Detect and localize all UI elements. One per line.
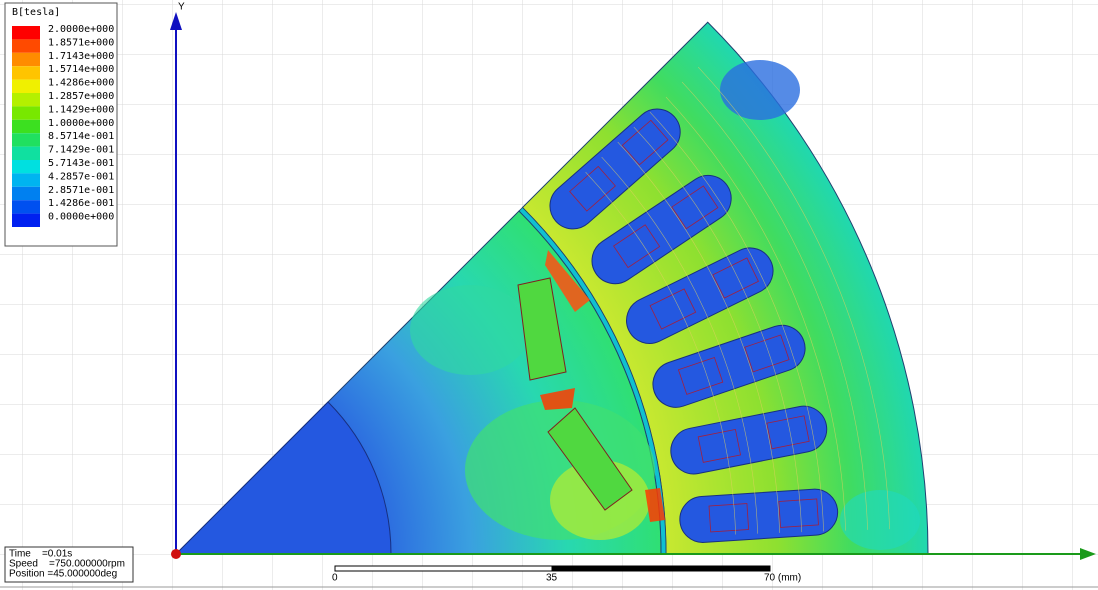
legend-label: 2.0000e+000: [48, 24, 114, 35]
legend-swatch: [12, 39, 40, 53]
legend-label: 0.0000e+000: [48, 212, 114, 223]
legend: B[tesla] 2.0000e+000 1.8571e+000 1.7143e+0…: [4, 2, 118, 247]
x-axis-arrow: [1080, 548, 1096, 560]
motor-section: [174, 21, 929, 555]
slot-body: [549, 108, 681, 230]
legend-swatch: [12, 52, 40, 67]
legend-label: 1.7143e+000: [48, 51, 114, 62]
stator-slot: [679, 488, 839, 543]
y-axis-arrow: [170, 12, 182, 30]
scale-label: 35: [546, 573, 558, 584]
info-position: Position =45.000000deg: [9, 569, 117, 580]
slot-body: [670, 405, 828, 475]
flux-line: [585, 171, 736, 535]
stator-slot: [670, 405, 828, 475]
coil-outline: [613, 224, 661, 269]
flux-line: [649, 111, 824, 532]
flux-line: [617, 141, 780, 533]
saturation: [540, 388, 575, 410]
legend-swatch: [12, 213, 40, 227]
coil-outline: [671, 185, 719, 230]
legend-swatch: [12, 119, 40, 134]
coil-outline: [712, 257, 759, 299]
scale-bar-white: [334, 565, 553, 572]
info-speed: Speed =750.000000rpm: [9, 559, 125, 570]
scale-bar: 0 35 70 (mm): [332, 565, 801, 584]
legend-swatch: [12, 200, 40, 214]
legend-label: 1.0000e+000: [48, 118, 114, 129]
coil-outline: [744, 334, 790, 373]
coil-outline: [766, 415, 810, 450]
flux-line: [681, 81, 868, 530]
field-patch: [410, 285, 530, 375]
field-patch: [840, 490, 920, 550]
y-axis-label: Y: [178, 2, 185, 13]
legend-label: 1.1429e+000: [48, 104, 114, 115]
legend-label: 1.5714e+000: [48, 64, 114, 75]
legend-label: 1.2857e+000: [48, 91, 114, 102]
slot-body: [626, 247, 774, 344]
legend-swatch: [12, 66, 40, 80]
slot-body: [591, 174, 732, 285]
legend-swatch: [12, 146, 40, 160]
legend-swatch: [12, 160, 40, 174]
slot-body: [652, 324, 806, 408]
legend-swatch: [12, 133, 40, 147]
flux-line: [697, 66, 890, 530]
coil-outline: [778, 498, 819, 528]
legend-label: 4.2857e-001: [48, 171, 114, 182]
legend-swatch: [12, 106, 40, 120]
stator-slot: [591, 174, 732, 285]
slot-body: [679, 488, 839, 543]
stator-slot: [626, 247, 774, 344]
legend-swatch: [12, 173, 40, 187]
legend-label: 2.8571e-001: [48, 185, 114, 196]
legend-label: 7.1429e-001: [48, 145, 114, 156]
legend-label: 8.5714e-001: [48, 131, 114, 142]
legend-swatch: [12, 93, 40, 107]
origin: [171, 549, 181, 559]
flux-line: [633, 126, 802, 533]
legend-title: B[tesla]: [12, 7, 60, 18]
coil-outline: [708, 503, 750, 533]
info-box: Time =0.01s Speed =750.000000rpm Positio…: [4, 546, 134, 583]
saturation: [645, 488, 665, 522]
coil-outline: [569, 165, 616, 212]
field-patch: [720, 60, 800, 120]
flux-line: [665, 96, 846, 531]
scale-label: 0: [332, 573, 338, 584]
stator-slot: [549, 108, 681, 230]
legend-swatch: [12, 79, 40, 93]
info-time: Time =0.01s: [9, 549, 72, 560]
scale-bar-black: [551, 565, 771, 572]
legend-swatch: [12, 26, 40, 40]
saturation: [545, 250, 590, 312]
legend-label: 5.7143e-001: [48, 158, 114, 169]
legend-label: 1.4286e+000: [48, 78, 114, 89]
coil-outline: [621, 119, 669, 166]
magnet: [517, 277, 567, 381]
coil-outline: [677, 356, 724, 395]
info-frame: [4, 546, 134, 583]
legend-label: 1.4286e-001: [48, 198, 114, 209]
shaft: [174, 401, 392, 555]
coil-outline: [649, 288, 697, 330]
legend-label: 1.8571e+000: [48, 37, 114, 48]
coil-outline: [697, 428, 741, 463]
flux-line: [601, 156, 758, 534]
stator-slot: [652, 324, 806, 408]
magnet: [547, 407, 633, 511]
scale-label: 70 (mm): [764, 573, 801, 584]
legend-swatch: [12, 186, 40, 201]
